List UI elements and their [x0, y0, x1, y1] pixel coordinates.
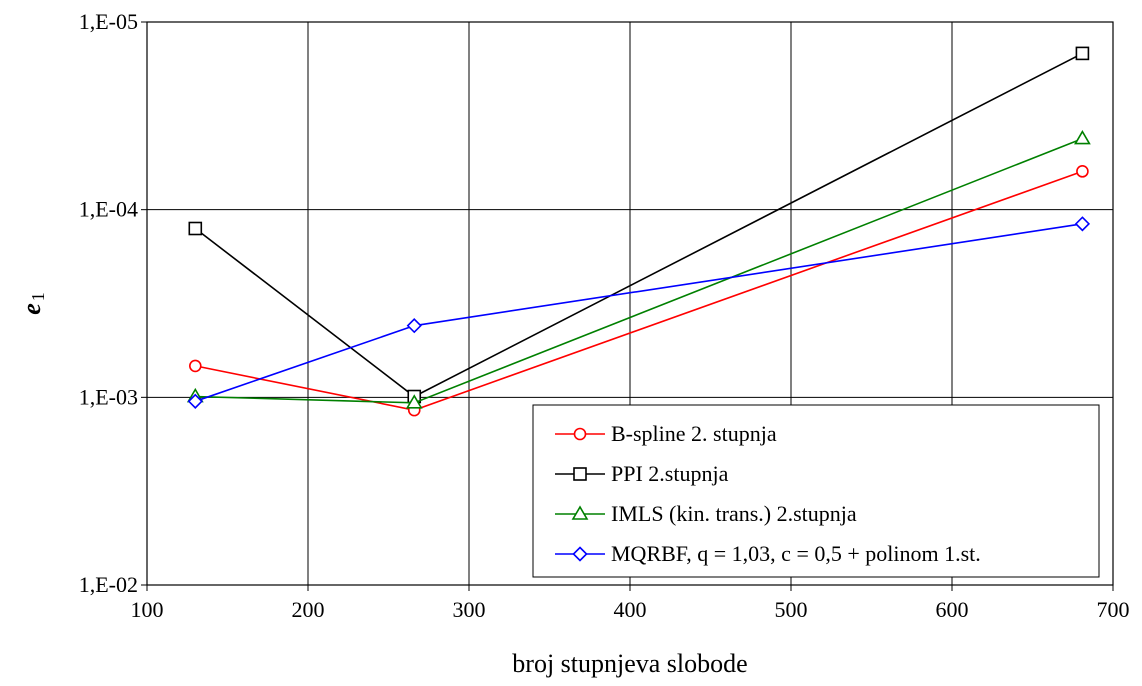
- data-point-square: [188, 221, 203, 236]
- x-tick-label: 700: [1097, 597, 1130, 622]
- legend-label: B-spline 2. stupnja: [611, 421, 777, 446]
- legend-item: MQRBF, q = 1,03, c = 0,5 + polinom 1.st.: [555, 541, 981, 566]
- series-2: [188, 46, 1090, 404]
- data-point-diamond: [406, 318, 422, 334]
- x-tick-label: 500: [775, 597, 808, 622]
- x-tick-label: 100: [131, 597, 164, 622]
- x-tick-label: 300: [453, 597, 486, 622]
- data-point-circle: [189, 359, 202, 373]
- data-point-circle: [1076, 165, 1089, 178]
- legend-marker: [573, 427, 587, 441]
- data-point-triangle: [1074, 129, 1091, 145]
- series-line: [195, 137, 1083, 404]
- legend-box: [532, 404, 1100, 578]
- series-line: [194, 52, 1083, 398]
- legend-item: PPI 2.stupnja: [555, 461, 729, 486]
- legend: B-spline 2. stupnja PPI 2.stupnja IMLS (ki…: [532, 404, 1100, 578]
- data-point-square: [1075, 46, 1090, 61]
- x-axis-title: broj stupnjeva slobode: [512, 649, 747, 678]
- x-tick-label: 400: [614, 597, 647, 622]
- data-point-triangle: [405, 394, 423, 409]
- legend-label: MQRBF, q = 1,03, c = 0,5 + polinom 1.st.: [611, 541, 981, 566]
- legend-marker: [573, 467, 587, 481]
- series-1: [189, 165, 1089, 417]
- data-point-diamond: [187, 393, 203, 409]
- legend-label: PPI 2.stupnja: [611, 461, 729, 486]
- y-tick-label: 1,E-04: [79, 197, 138, 222]
- legend-label: IMLS (kin. trans.) 2.stupnja: [611, 501, 857, 526]
- legend-marker: [571, 505, 589, 520]
- series-layer: [186, 46, 1091, 417]
- legend-item: IMLS (kin. trans.) 2.stupnja: [555, 501, 857, 526]
- y-tick-label: 1,E-05: [79, 9, 138, 34]
- legend-item: B-spline 2. stupnja: [555, 421, 777, 446]
- legend-marker: [572, 546, 588, 562]
- series-line: [195, 223, 1083, 403]
- y-axis-title-subscript: 1: [28, 292, 48, 301]
- y-tick-label: 1,E-03: [79, 384, 138, 409]
- tick-labels: 100 200 300 400 500 600 700 1,E-05 1,E-04 1,E-03 1…: [79, 9, 1130, 622]
- x-tick-label: 200: [292, 597, 325, 622]
- y-tick-label: 1,E-02: [79, 572, 138, 597]
- series-3: [186, 129, 1091, 409]
- plot-area: [146, 21, 1114, 586]
- series-4: [187, 216, 1091, 409]
- x-tick-label: 600: [936, 597, 969, 622]
- y-axis-title: e1: [17, 292, 48, 315]
- data-point-diamond: [1074, 216, 1091, 232]
